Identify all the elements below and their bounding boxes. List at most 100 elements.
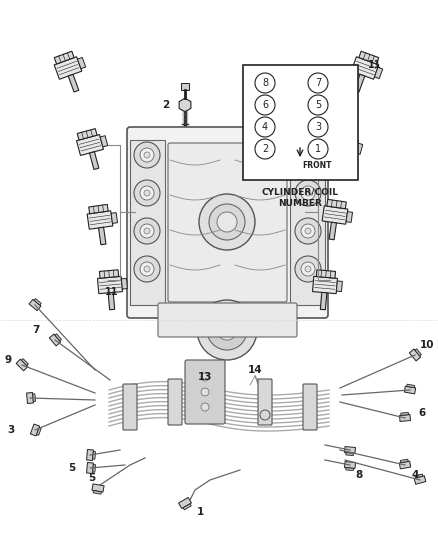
Bar [29, 300, 41, 311]
Text: 7: 7 [32, 325, 40, 335]
Circle shape [301, 186, 315, 200]
Bar [346, 212, 353, 222]
Text: 8: 8 [262, 78, 268, 88]
Bar [410, 349, 420, 361]
Bar [320, 293, 327, 310]
Circle shape [301, 224, 315, 238]
Bar [87, 449, 93, 461]
Bar [345, 462, 356, 469]
Bar [100, 136, 108, 147]
Circle shape [140, 148, 154, 162]
Bar [54, 51, 74, 64]
FancyBboxPatch shape [303, 384, 317, 430]
Bar [33, 394, 35, 401]
Bar [108, 293, 115, 310]
FancyBboxPatch shape [127, 127, 328, 318]
Text: 5: 5 [88, 473, 95, 483]
Circle shape [140, 186, 154, 200]
Circle shape [301, 148, 315, 162]
Circle shape [217, 320, 237, 340]
Bar [354, 74, 365, 92]
Bar [359, 51, 379, 64]
Bar [77, 128, 97, 140]
Bar [415, 474, 423, 478]
Text: 2: 2 [262, 144, 268, 154]
Bar [316, 270, 336, 278]
Bar [400, 459, 408, 463]
FancyBboxPatch shape [168, 143, 287, 302]
Text: 11: 11 [368, 60, 381, 70]
Bar [99, 227, 106, 245]
Bar [21, 359, 28, 366]
Text: 3: 3 [315, 122, 321, 132]
Bar [93, 490, 101, 494]
Circle shape [140, 224, 154, 238]
Bar [78, 58, 86, 69]
Circle shape [308, 139, 328, 159]
Bar [121, 278, 127, 289]
Text: 13: 13 [198, 372, 212, 382]
Text: 7: 7 [315, 78, 321, 88]
FancyBboxPatch shape [185, 360, 225, 424]
Bar [55, 334, 61, 341]
FancyBboxPatch shape [168, 379, 182, 425]
FancyBboxPatch shape [123, 384, 137, 430]
Text: 2: 2 [162, 100, 169, 110]
Text: CYLINDER/COIL: CYLINDER/COIL [261, 188, 339, 197]
Circle shape [134, 218, 160, 244]
Bar [87, 463, 93, 473]
Bar [336, 281, 343, 292]
Circle shape [144, 228, 150, 234]
Bar [401, 413, 409, 415]
Bar [111, 213, 117, 223]
Bar [99, 270, 119, 278]
Circle shape [140, 262, 154, 276]
Text: 3: 3 [8, 425, 15, 435]
Circle shape [301, 262, 315, 276]
Circle shape [295, 142, 321, 168]
Text: 5: 5 [68, 463, 75, 473]
Bar [329, 222, 336, 240]
Bar [36, 427, 41, 435]
Circle shape [255, 95, 275, 115]
Text: 6: 6 [262, 100, 268, 110]
Text: 6: 6 [418, 408, 425, 418]
Bar [327, 199, 346, 209]
Circle shape [255, 73, 275, 93]
Bar [243, 65, 358, 180]
Circle shape [217, 212, 237, 232]
Circle shape [295, 180, 321, 206]
Text: 11: 11 [105, 287, 119, 297]
Bar [183, 504, 191, 510]
Bar [332, 134, 358, 156]
Circle shape [305, 266, 311, 272]
Text: FRONT: FRONT [302, 160, 332, 169]
Bar [34, 298, 41, 305]
FancyBboxPatch shape [158, 303, 297, 337]
Text: 4: 4 [412, 470, 419, 480]
Circle shape [201, 373, 209, 381]
Bar [312, 276, 338, 294]
Circle shape [308, 73, 328, 93]
Bar [399, 415, 410, 422]
Circle shape [305, 152, 311, 158]
Bar [98, 276, 123, 294]
Bar [93, 465, 95, 472]
Bar [404, 386, 416, 394]
Bar [322, 206, 348, 224]
Circle shape [134, 142, 160, 168]
Circle shape [255, 117, 275, 137]
Bar [30, 424, 39, 436]
Circle shape [308, 117, 328, 137]
Circle shape [305, 190, 311, 196]
Bar [407, 384, 415, 387]
Circle shape [201, 388, 209, 396]
Text: 4: 4 [262, 122, 268, 132]
Text: 9: 9 [5, 355, 12, 365]
Circle shape [305, 228, 311, 234]
Bar [414, 476, 426, 484]
Bar [181, 83, 189, 90]
Bar [130, 140, 165, 305]
Bar [338, 128, 358, 140]
Circle shape [295, 256, 321, 282]
